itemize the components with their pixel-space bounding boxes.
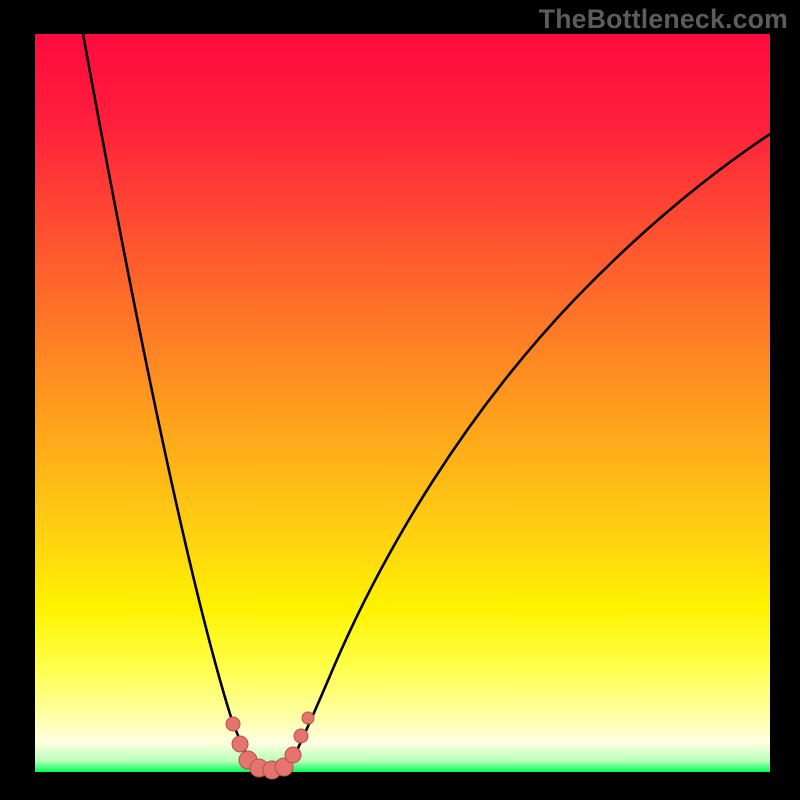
marker-dot [232,736,248,752]
curve-left [83,34,257,770]
curve-right [287,134,770,770]
marker-dot [294,729,308,743]
marker-dot [285,747,301,763]
chart-frame: TheBottleneck.com [0,0,800,800]
markers-group [226,712,314,779]
chart-svg [0,0,800,800]
marker-dot [302,712,314,724]
marker-dot [226,717,240,731]
curves-group [83,34,770,770]
